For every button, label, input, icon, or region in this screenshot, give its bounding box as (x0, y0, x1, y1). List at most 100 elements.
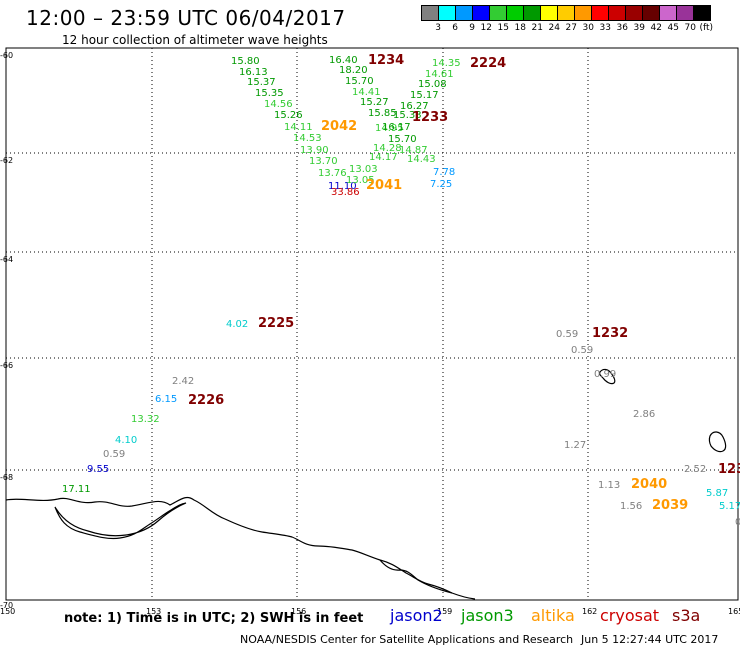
color-scale-label: 9 (469, 23, 475, 33)
wave-height-reading: 0.59 (556, 329, 578, 340)
latitude-label: -68 (0, 473, 13, 482)
wave-height-reading: 15.70 (345, 76, 374, 87)
wave-height-reading: 6.15 (155, 394, 177, 405)
wave-height-reading: 4.02 (226, 319, 248, 330)
wave-height-reading: 11.10 (328, 181, 357, 192)
wave-height-reading: 0.59 (571, 345, 593, 356)
color-scale-label: 21 (531, 23, 543, 33)
color-scale-label: 3 (435, 23, 441, 33)
wave-height-reading: 15.08 (418, 79, 447, 90)
wave-height-reading: 13.03 (349, 164, 378, 175)
color-scale-label: 24 (548, 23, 560, 33)
wave-height-reading: 13.32 (131, 414, 160, 425)
color-scale-label: 45 (667, 23, 679, 33)
wave-height-reading: 14.87 (399, 145, 428, 156)
color-scale-label: 12 (480, 23, 492, 33)
wave-height-reading: 15.85 (368, 108, 397, 119)
wave-height-reading: 15.26 (274, 110, 303, 121)
legend-entry-jason3: jason3 (461, 606, 514, 625)
pass-id-label: 1233 (412, 110, 448, 125)
color-scale-label: 42 (650, 23, 662, 33)
wave-height-reading: 16.13 (239, 67, 268, 78)
balleny-island-south (708, 431, 727, 453)
map-frame (5, 47, 739, 601)
wave-height-reading: 14.61 (425, 69, 454, 80)
wave-height-reading: 33.86 (331, 187, 360, 198)
pass-id-label: 2225 (258, 316, 294, 331)
wave-height-reading: 9.55 (87, 464, 109, 475)
balleny-island-north (599, 368, 616, 385)
wave-height-reading: 0.99 (594, 369, 616, 380)
wave-height-reading: 2.86 (633, 409, 655, 420)
color-scale-label: 27 (565, 23, 577, 33)
wave-height-reading: 16.27 (400, 101, 429, 112)
legend-entry-altika: altika (531, 606, 575, 625)
pass-id-label: 2039 (652, 498, 688, 513)
wave-height-reading: 13.76 (318, 168, 347, 179)
pass-id-label: 2040 (631, 477, 667, 492)
wave-height-reading: 16.17 (382, 122, 411, 133)
generation-timestamp: Jun 5 12:27:44 UTC 2017 (581, 633, 719, 646)
color-scale-labels: 3 6 9 12 15 18 21 24 27 30 33 36 39 42 45 70 (ft) (421, 23, 740, 35)
color-scale-label: 39 (633, 23, 645, 33)
pass-id-label: 1232 (592, 326, 628, 341)
color-scale-label: 36 (616, 23, 628, 33)
pass-id-label: 123 (718, 462, 740, 477)
longitude-label: 150 (0, 607, 15, 616)
pass-id-label: 2224 (470, 56, 506, 71)
wave-height-reading: 13.05 (346, 175, 375, 186)
latitude-label: -60 (0, 51, 13, 60)
longitude-label: 165 (728, 607, 740, 616)
pass-id-label: 2042 (321, 119, 357, 134)
antarctic-coastline (5, 496, 476, 600)
coastlines (5, 368, 727, 600)
wave-height-reading: 14.11 (284, 122, 313, 133)
graticule (6, 48, 738, 600)
wave-height-reading: 7.78 (433, 167, 455, 178)
longitude-label: 162 (582, 607, 597, 616)
wave-height-reading: 2.42 (172, 376, 194, 387)
color-scale-label: 18 (514, 23, 526, 33)
chart-title: 12:00 – 23:59 UTC 06/04/2017 (26, 6, 346, 30)
pass-id-label: 1234 (368, 53, 404, 68)
wave-height-reading: 15.17 (410, 90, 439, 101)
wave-height-reading: 14.56 (264, 99, 293, 110)
color-scale-label: 30 (582, 23, 594, 33)
latitude-label: -62 (0, 156, 13, 165)
legend-entry-jason2: jason2 (390, 606, 443, 625)
wave-height-reading: 5.87 (706, 488, 728, 499)
latitude-label: -64 (0, 255, 13, 264)
wave-height-reading: 2.52 (684, 464, 706, 475)
coast-inlet (379, 559, 453, 594)
wave-height-reading: 14.43 (407, 154, 436, 165)
wave-height-reading: 0.59 (103, 449, 125, 460)
wave-height-reading: 13.90 (300, 145, 329, 156)
pass-id-label: 2226 (188, 393, 224, 408)
wave-height-reading: 4.10 (115, 435, 137, 446)
wave-height-reading: 1.27 (564, 440, 586, 451)
wave-height-reading: 7.25 (430, 179, 452, 190)
footnote: note: 1) Time is in UTC; 2) SWH is in fe… (64, 611, 364, 626)
chart-subtitle: 12 hour collection of altimeter wave hei… (62, 33, 328, 47)
color-scale-label: 6 (452, 23, 458, 33)
legend-entry-cryosat: cryosat (600, 606, 660, 625)
wave-height-reading: 14.17 (369, 152, 398, 163)
wave-height-reading: 1.56 (620, 501, 642, 512)
wave-height-reading: 15.35 (255, 88, 284, 99)
ice-shelf-outline (54, 502, 187, 540)
wave-height-reading: 14.28 (373, 143, 402, 154)
pass-id-label: 2041 (366, 178, 402, 193)
longitude-label: 153 (146, 607, 161, 616)
wave-height-reading: 13.70 (309, 156, 338, 167)
wave-height-reading: 14.95 (375, 123, 404, 134)
wave-height-reading: 14.41 (352, 87, 381, 98)
color-scale-label: 33 (599, 23, 611, 33)
longitude-label: 159 (437, 607, 452, 616)
wave-height-reading: 14.53 (293, 133, 322, 144)
wave-height-reading: 15.33 (393, 110, 422, 121)
legend-entry-s3a: s3a (672, 606, 701, 625)
wave-height-reading: 15.70 (388, 134, 417, 145)
wave-height-reading: 14.35 (432, 58, 461, 69)
